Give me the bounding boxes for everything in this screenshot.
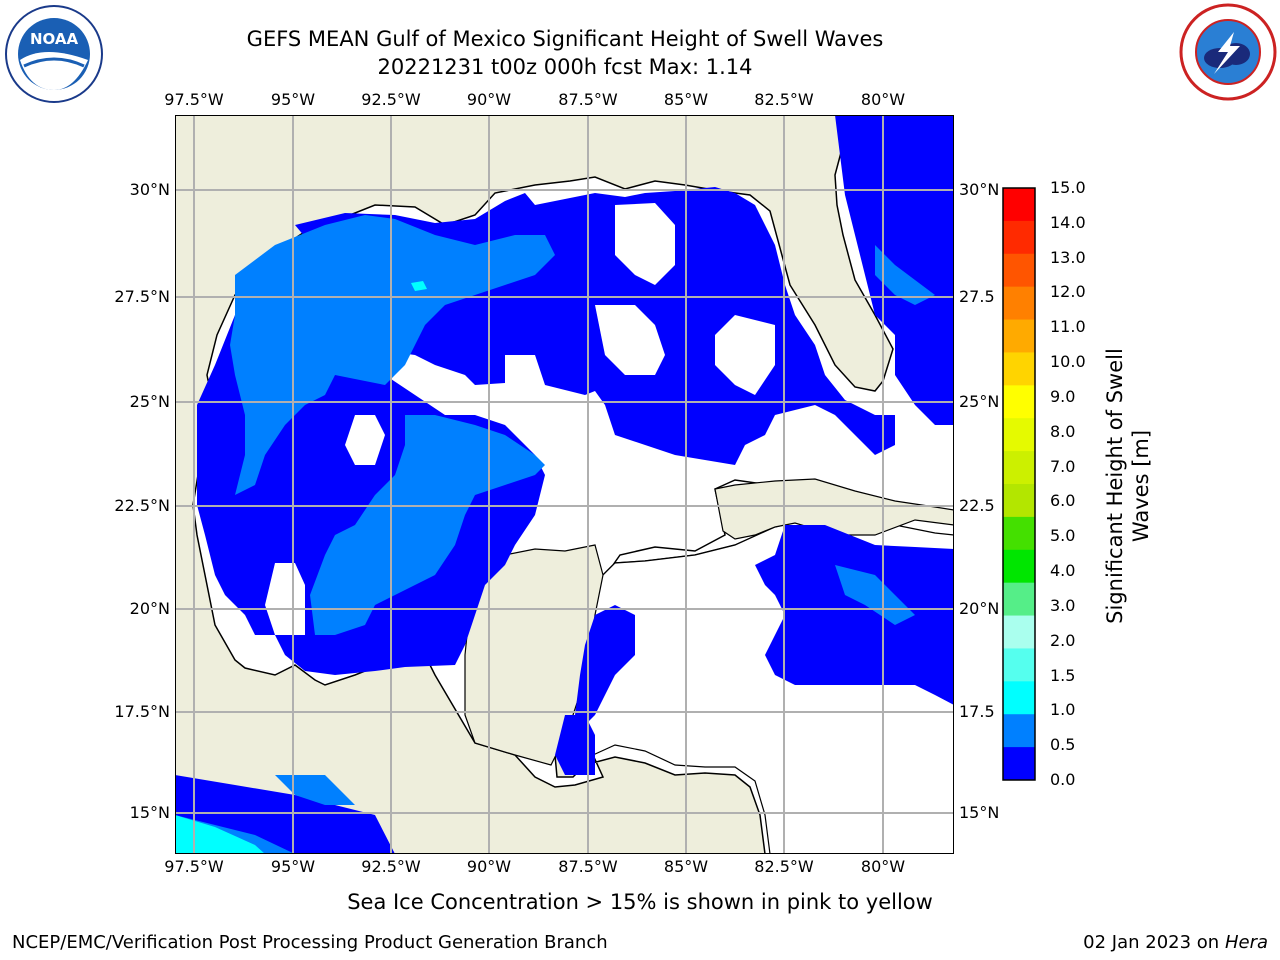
lat-label-left: 15°N (129, 803, 170, 822)
lon-label-bottom: 82.5°W (754, 857, 814, 876)
lon-label-top: 90°W (466, 90, 512, 109)
lon-label-top: 95°W (270, 90, 316, 109)
lon-label-bottom: 80°W (860, 857, 906, 876)
colorbar-tick-label: 10.0 (1050, 352, 1086, 372)
lat-label-left: 17.5°N (114, 702, 170, 721)
lat-label-right: 17.5 (959, 702, 995, 721)
lon-label-top: 97.5°W (164, 90, 224, 109)
branch-credit: NCEP/EMC/Verification Post Processing Pr… (12, 932, 608, 953)
chart-subtitle: 20221231 t00z 000h fcst Max: 1.14 (377, 55, 753, 79)
nws-logo (1178, 2, 1278, 102)
colorbar-tick-label: 1.5 (1050, 665, 1076, 685)
swell-field-gaps (265, 203, 775, 635)
lon-label-top: 92.5°W (361, 90, 421, 109)
noaa-logo-text: NOAA (30, 30, 79, 48)
colorbar-tick-label: 7.0 (1050, 456, 1076, 476)
colorbar-tick-label: 2.0 (1050, 630, 1076, 650)
run-date-text: 02 Jan 2023 on (1083, 932, 1225, 953)
colorbar-tick-label: 15.0 (1050, 178, 1086, 197)
colorbar-tick-label: 12.0 (1050, 282, 1086, 302)
colorbar-tick-label: 0.0 (1050, 770, 1076, 789)
lat-label-left: 30°N (129, 180, 170, 199)
colorbar-segment (1003, 418, 1035, 452)
map-grid (175, 115, 954, 854)
colorbar-segment (1003, 286, 1035, 321)
lon-label-bottom: 87.5°W (558, 857, 618, 876)
map-plot (175, 115, 954, 854)
lat-label-right: 20°N (959, 599, 1000, 618)
colorbar-tick-label: 3.0 (1050, 595, 1076, 615)
chart-title: GEFS MEAN Gulf of Mexico Significant Hei… (246, 27, 884, 51)
colorbar-segment (1003, 516, 1035, 551)
colorbar-segment (1003, 582, 1035, 617)
swell-field-high (175, 815, 265, 854)
colorbar-tick-label: 5.0 (1050, 526, 1076, 546)
colorbar-segment (1003, 648, 1035, 682)
colorbar-segment (1003, 253, 1035, 288)
colorbar-segment (1003, 747, 1035, 781)
lon-label-top: 80°W (860, 90, 906, 109)
colorbar-tick-label: 9.0 (1050, 386, 1076, 406)
colorbar-segment (1003, 714, 1035, 748)
lat-label-right: 27.5 (959, 287, 995, 306)
lat-label-right: 15°N (959, 803, 1000, 822)
colorbar-tick-label: 8.0 (1050, 421, 1076, 441)
lat-label-right: 25°N (959, 392, 1000, 411)
lat-label-right: 22.5 (959, 496, 995, 515)
lat-label-left: 27.5°N (114, 287, 170, 306)
run-host: Hera (1224, 932, 1268, 953)
colorbar-segment (1003, 385, 1035, 419)
lat-label-left: 22.5°N (114, 496, 170, 515)
swell-field-mid (175, 215, 935, 854)
colorbar-segment (1003, 451, 1035, 485)
colorbar-tick-label: 1.0 (1050, 700, 1076, 720)
lon-label-bottom: 95°W (270, 857, 316, 876)
colorbar-segment (1003, 484, 1035, 518)
lon-label-top: 85°W (663, 90, 709, 109)
cuba-land (714, 478, 954, 540)
lon-label-bottom: 92.5°W (361, 857, 421, 876)
run-date: 02 Jan 2023 on Hera (1083, 932, 1268, 953)
colorbar-tick-label: 14.0 (1050, 212, 1086, 232)
lat-label-right: 30°N (959, 180, 1000, 199)
colorbar-segment (1003, 681, 1035, 715)
lat-label-left: 20°N (129, 599, 170, 618)
colorbar-segment (1003, 188, 1035, 222)
lon-label-bottom: 90°W (466, 857, 512, 876)
lon-label-top: 82.5°W (754, 90, 814, 109)
colorbar-segment (1003, 220, 1035, 255)
lon-label-bottom: 85°W (663, 857, 709, 876)
colorbar (1002, 187, 1036, 781)
lon-label-top: 87.5°W (558, 90, 618, 109)
colorbar-segment (1003, 615, 1035, 649)
lat-label-left: 25°N (129, 392, 170, 411)
colorbar-tick-label: 0.5 (1050, 735, 1076, 755)
colorbar-tick-label: 6.0 (1050, 491, 1076, 511)
swell-field-spot (411, 281, 427, 291)
colorbar-label: Significant Height of Swell Waves [m] (1103, 348, 1153, 624)
colorbar-segment (1003, 319, 1035, 353)
noaa-logo: NOAA (4, 4, 104, 104)
colorbar-segment (1003, 549, 1035, 584)
colorbar-tick-label: 11.0 (1050, 317, 1086, 337)
colorbar-tick-label: 4.0 (1050, 561, 1076, 581)
lon-label-bottom: 97.5°W (164, 857, 224, 876)
ice-note: Sea Ice Concentration > 15% is shown in … (347, 890, 933, 914)
colorbar-segment (1003, 352, 1035, 386)
colorbar-tick-label: 13.0 (1050, 247, 1086, 267)
